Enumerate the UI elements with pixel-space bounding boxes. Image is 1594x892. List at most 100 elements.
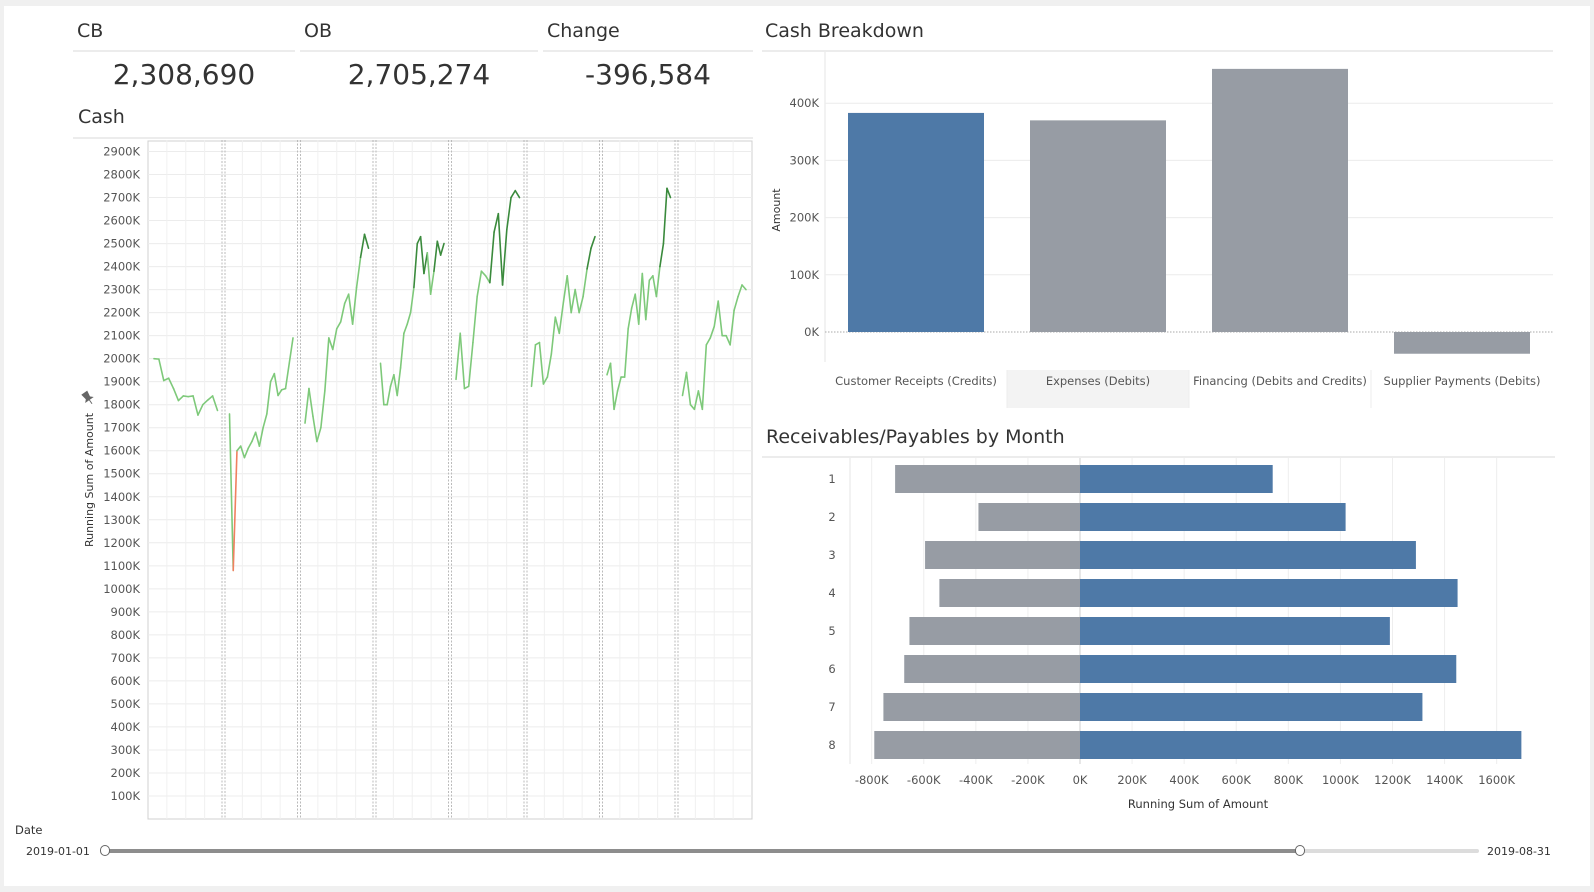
- y-tick-label: 1000K: [103, 582, 140, 596]
- y-tick-label: 200K: [790, 211, 820, 225]
- cash-line-segment: [328, 337, 334, 351]
- x-tick-label: 0K: [1073, 773, 1088, 787]
- y-tick-label: 2700K: [103, 191, 140, 205]
- payables-bar: [978, 503, 1080, 531]
- cash-line-segment: [192, 395, 199, 416]
- cash-line-segment: [652, 275, 658, 298]
- plot-area: [147, 140, 753, 820]
- cash-line-segment: [655, 265, 661, 298]
- cash-line-segment: [393, 373, 399, 397]
- cash-line-segment: [729, 309, 735, 346]
- cash-line-segment: [497, 212, 504, 286]
- cash-line-segment: [197, 403, 204, 416]
- y-tick-label: 0K: [804, 325, 819, 339]
- cash-line-segment: [586, 247, 592, 270]
- cash-line-segment: [630, 293, 637, 309]
- payables-bar: [883, 693, 1080, 721]
- cash-line-segment: [320, 390, 326, 429]
- y-tick-label: 2800K: [103, 168, 140, 182]
- cash-line-segment: [439, 242, 445, 256]
- receivables-bar: [1080, 731, 1522, 759]
- date-slider-end-handle[interactable]: [1295, 845, 1306, 856]
- cash-line-segment: [505, 196, 512, 231]
- cash-line-segment: [351, 286, 358, 325]
- y-tick-label: 1500K: [103, 467, 140, 481]
- y-tick-label: 5: [828, 624, 835, 638]
- x-tick-label: -400K: [959, 773, 993, 787]
- y-tick-label: 2000K: [103, 352, 140, 366]
- y-tick-label: 4: [828, 586, 835, 600]
- y-tick-label: 200K: [111, 766, 141, 780]
- cash-line-segment: [659, 242, 665, 268]
- y-tick-label: 700K: [111, 651, 141, 665]
- receivables-bar: [1080, 693, 1423, 721]
- cash-line-segment: [627, 307, 633, 330]
- x-tick-label: 600K: [1221, 773, 1251, 787]
- cash-line-segment: [590, 235, 596, 249]
- receivables-payables-chart[interactable]: -800K -600K -400K -200K 0K 200K 400K 600K 800K 10…: [762, 458, 1555, 819]
- payables-bar: [909, 617, 1080, 645]
- category-highlight: [1007, 370, 1189, 408]
- cash-line-segment: [182, 395, 189, 398]
- kpi-label: OB: [304, 20, 332, 42]
- x-tick-label: 1200K: [1374, 773, 1411, 787]
- cash-line-segment: [324, 337, 330, 392]
- cash-line-segment: [413, 242, 419, 289]
- cash-line-segment: [566, 275, 572, 314]
- cash-breakdown-chart[interactable]: 400K 300K 200K 100K 0K Customer Receipts (Cre…: [762, 52, 1553, 408]
- kpi-card-ob[interactable]: OB 2,705,274: [300, 12, 538, 92]
- cash-line-segment: [609, 362, 615, 411]
- y-tick-label: 2300K: [103, 283, 140, 297]
- y-tick-label: 100K: [111, 789, 141, 803]
- y-tick-label: 2200K: [103, 306, 140, 320]
- cash-line-segment: [406, 311, 412, 325]
- x-tick-label: 1600K: [1478, 773, 1515, 787]
- cash-line-segment: [693, 390, 700, 411]
- kpi-divider: [543, 50, 753, 52]
- cash-line-segment: [339, 302, 346, 323]
- cash-line-segment: [436, 240, 442, 256]
- cash-line-segment: [616, 376, 622, 392]
- cash-line-segment: [613, 390, 619, 411]
- x-tick-label: 1400K: [1426, 773, 1463, 787]
- y-tick-label: 2100K: [103, 329, 140, 343]
- cash-line-segment: [476, 270, 483, 298]
- y-tick-label: 1100K: [103, 559, 140, 573]
- payables-bar: [925, 541, 1080, 569]
- cash-line-segment: [662, 187, 668, 245]
- cash-line-segment: [251, 431, 257, 443]
- kpi-card-change[interactable]: Change -396,584: [543, 12, 753, 92]
- kpi-card-cb[interactable]: CB 2,308,690: [73, 12, 295, 92]
- cash-line-segment: [467, 341, 474, 388]
- payables-bar: [874, 731, 1080, 759]
- cash-line-segment: [419, 235, 425, 275]
- cash-line-chart[interactable]: 2900K 2800K 2700K 2600K 2500K 2400K 2300K 2200K…: [73, 140, 753, 820]
- cash-line-segment: [689, 403, 696, 411]
- date-filter-start: 2019-01-01: [26, 845, 90, 858]
- receivables-bar: [1080, 465, 1273, 493]
- cash-line-segment: [570, 288, 576, 314]
- kpi-value: -396,584: [585, 58, 711, 91]
- cash-line-segment: [304, 387, 310, 424]
- y-tick-label: 500K: [111, 697, 141, 711]
- cash-line-segment: [582, 268, 588, 298]
- cash-line-segment: [262, 413, 268, 429]
- cash-line-segment: [277, 388, 283, 397]
- y-tick-label: 1600K: [103, 444, 140, 458]
- cash-line-segment: [269, 372, 276, 383]
- cash-line-segment: [347, 293, 354, 325]
- date-filter-end: 2019-08-31: [1487, 845, 1551, 858]
- cash-line-segment: [423, 251, 429, 275]
- cash-line-segment: [709, 325, 716, 339]
- y-tick-label: 1200K: [103, 536, 140, 550]
- cash-line-segment: [228, 413, 235, 572]
- date-slider-start-handle[interactable]: [100, 845, 110, 856]
- bar: [1030, 120, 1166, 332]
- cash-line-segment: [666, 187, 672, 199]
- x-tick-label: 400K: [1169, 773, 1199, 787]
- y-tick-label: 7: [828, 700, 835, 714]
- cash-line-segment: [489, 231, 495, 284]
- cash-line-segment: [335, 321, 342, 330]
- cash-line-segment: [741, 284, 747, 291]
- cash-line-segment: [202, 399, 209, 406]
